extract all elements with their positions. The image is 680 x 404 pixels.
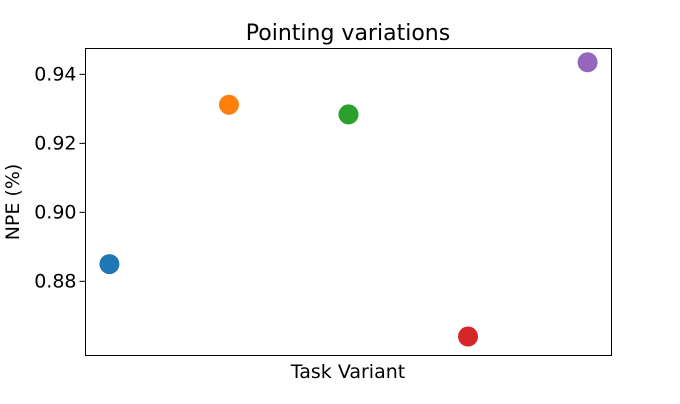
data-point [99, 254, 120, 275]
data-points [99, 52, 598, 347]
plot-area-frame [85, 48, 612, 356]
data-point [577, 52, 598, 73]
data-point [458, 326, 479, 347]
y-tick-label: 0.88 [34, 270, 76, 292]
y-tick-label: 0.94 [34, 63, 76, 85]
data-point [338, 104, 359, 125]
y-axis-ticks: 0.88 0.90 0.92 0.94 [34, 63, 86, 292]
chart-title: Pointing variations [246, 21, 450, 46]
y-tick-label: 0.90 [34, 201, 76, 223]
x-axis-label: Task Variant [290, 361, 405, 383]
y-tick-label: 0.92 [34, 132, 76, 154]
data-point [218, 94, 239, 115]
y-axis-label: NPE (%) [2, 164, 24, 241]
